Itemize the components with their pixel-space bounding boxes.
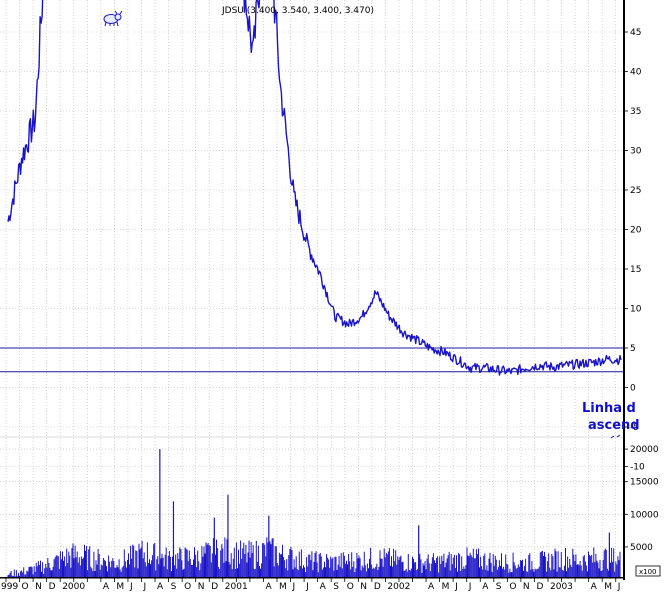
time-axis-ticks: 999 O N D 2000 A M J J A S O N D 2001 A M J J A S O N D 2002 A M J J… [1, 577, 620, 592]
chart-grid [0, 0, 623, 577]
time-tick-label-21: J [292, 582, 296, 592]
time-tick-label-40: 2003 [550, 582, 573, 592]
price-tick-label-9: 35 [630, 107, 641, 117]
time-tick-label-20: M [279, 582, 287, 592]
volume-tick-label-0: 5000 [630, 543, 653, 553]
time-tick-label-0: 999 [1, 582, 18, 592]
right-axis-line [623, 0, 625, 580]
time-tick-label-10: J [143, 582, 147, 592]
time-tick-label-43: A [591, 582, 598, 592]
time-tick-label-12: S [171, 582, 177, 592]
price-tick-label-5: 15 [630, 265, 641, 275]
volume-tick-label-1: 10000 [630, 510, 659, 520]
time-tick-label-1: O [22, 582, 29, 592]
price-tick-label-10: 40 [630, 68, 642, 78]
time-tick-label-24: S [333, 582, 339, 592]
time-tick-label-7: A [103, 582, 110, 592]
price-tick-label-7: 25 [630, 186, 641, 196]
time-tick-label-25: O [347, 582, 354, 592]
time-tick-label-22: J [305, 582, 309, 592]
time-tick-label-45: J [617, 582, 621, 592]
volume-axis-ticks: 5000 10000 15000 20000 [623, 445, 659, 553]
time-tick-label-28: 2002 [387, 582, 410, 592]
time-tick-label-16: 2001 [225, 582, 248, 592]
annotation-line-2: ascend [588, 418, 640, 433]
time-tick-label-15: D [211, 582, 218, 592]
time-tick-label-11: A [157, 582, 164, 592]
time-tick-label-44: M [604, 582, 612, 592]
price-series-line [7, 0, 622, 376]
time-tick-label-23: A [320, 582, 327, 592]
time-tick-label-8: M [116, 582, 124, 592]
time-tick-label-35: A [482, 582, 489, 592]
price-tick-label-6: 20 [630, 226, 642, 236]
time-tick-label-27: D [374, 582, 381, 592]
time-tick-label-36: S [496, 582, 502, 592]
bull-logo-icon [103, 10, 123, 27]
annotation-arrow-mark [610, 434, 621, 439]
time-tick-label-31: A [428, 582, 435, 592]
support-lines [0, 347, 623, 373]
time-tick-label-34: J [468, 582, 472, 592]
time-tick-label-2: N [35, 582, 42, 592]
volume-tick-label-2: 15000 [630, 478, 659, 488]
time-tick-label-3: D [49, 582, 56, 592]
price-tick-label-3: 5 [630, 344, 636, 354]
time-tick-label-33: J [454, 582, 458, 592]
time-tick-label-9: J [129, 582, 133, 592]
time-tick-label-4: 2000 [62, 582, 85, 592]
volume-bars [7, 449, 621, 577]
price-tick-label-1: -5 [630, 423, 639, 433]
time-tick-label-26: N [360, 582, 367, 592]
price-tick-label-0: -10 [630, 463, 645, 473]
price-axis-ticks: -10-505101520253035404550556065707580859… [623, 28, 645, 473]
time-tick-label-37: O [509, 582, 516, 592]
chart-title: JDSU (3.400, 3.540, 3.400, 3.470) [221, 6, 374, 16]
price-tick-label-11: 45 [630, 28, 641, 38]
time-tick-label-38: N [523, 582, 530, 592]
time-tick-label-14: N [198, 582, 205, 592]
volume-tick-label-3: 20000 [630, 445, 659, 455]
price-tick-label-4: 10 [630, 305, 642, 315]
bottom-axis-line [0, 577, 625, 579]
annotation-line-1: Linha d [582, 401, 636, 416]
time-tick-label-39: D [536, 582, 543, 592]
volume-unit-box [635, 565, 661, 577]
price-tick-label-8: 30 [630, 147, 642, 157]
time-tick-label-13: O [184, 582, 191, 592]
price-tick-label-2: 0 [630, 384, 636, 394]
time-tick-label-32: M [442, 582, 450, 592]
volume-unit-label: x100 [639, 568, 657, 576]
time-tick-label-19: A [265, 582, 272, 592]
